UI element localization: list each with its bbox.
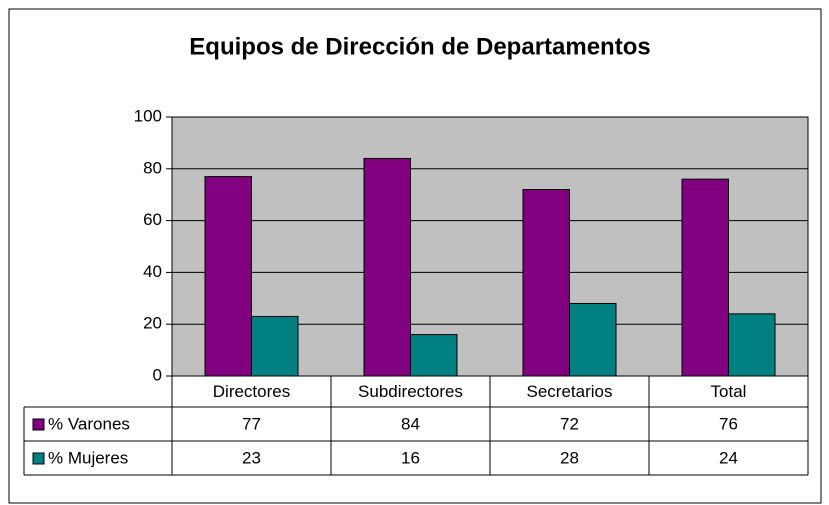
table-value: 24 [719, 448, 738, 467]
y-tick-label: 20 [143, 314, 162, 333]
y-tick-label: 60 [143, 210, 162, 229]
y-tick-label: 0 [153, 365, 162, 384]
legend-swatch [32, 418, 45, 431]
bar [204, 176, 252, 377]
x-tick-label: Total [711, 382, 747, 401]
bar [728, 313, 776, 377]
bar [363, 157, 411, 377]
x-tick-label: Secretarios [527, 382, 613, 401]
table-value: 84 [401, 414, 420, 433]
y-tick-label: 40 [143, 262, 162, 281]
bar [410, 334, 458, 377]
bar [522, 189, 570, 377]
table-value: 23 [242, 448, 261, 467]
bar [681, 178, 729, 377]
legend-swatch [32, 452, 45, 465]
y-tick-label: 80 [143, 158, 162, 177]
bar [251, 315, 299, 377]
table-value: 16 [401, 448, 420, 467]
table-value: 76 [719, 414, 738, 433]
table-value: 28 [560, 448, 579, 467]
chart-title: Equipos de Dirección de Departamentos [189, 33, 650, 60]
x-tick-label: Subdirectores [358, 382, 463, 401]
legend-label: % Mujeres [48, 448, 128, 467]
table-value: 77 [242, 414, 261, 433]
table-value: 72 [560, 414, 579, 433]
bar [569, 302, 617, 377]
x-tick-label: Directores [213, 382, 290, 401]
legend-label: % Varones [48, 414, 130, 433]
y-tick-label: 100 [134, 106, 162, 125]
